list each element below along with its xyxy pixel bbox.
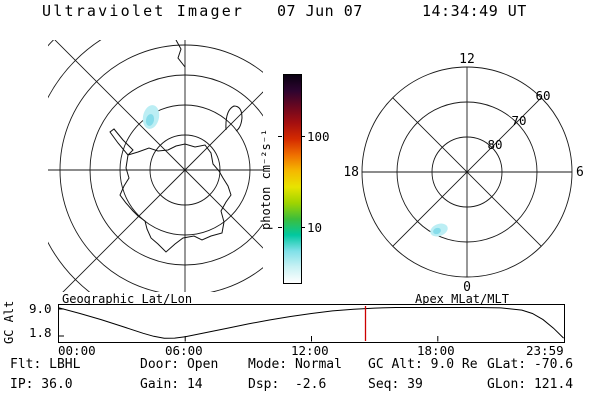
colorbar-tickmark-10 [301, 227, 305, 228]
timeline-xtick-1200: 12:00 [291, 343, 329, 358]
status-seq: Seq: 39 [368, 377, 423, 392]
aurora-patch-geo [142, 105, 160, 129]
mlt-label-6: 6 [576, 165, 584, 180]
colorbar-tickmark-10-left [278, 227, 282, 228]
time-label: 14:34:49 UT [422, 2, 527, 20]
colorbar-gradient [283, 74, 302, 284]
colorbar-tickmark-100-left [278, 136, 282, 137]
header: Ultraviolet Imager 07 Jun 07 14:34:49 UT [0, 0, 600, 24]
geo-map-caption: Geographic Lat/Lon [62, 292, 193, 306]
timeline-xtick-2359: 23:59 [526, 343, 564, 358]
mlt-label-0: 0 [463, 280, 471, 295]
mlt-label-12: 12 [459, 52, 475, 67]
timeline-xtick-1800: 18:00 [417, 343, 455, 358]
aurora-patch-apex [430, 223, 448, 237]
status-glat: GLat: -70.6 [487, 357, 574, 372]
colorbar-tick-10: 10 [307, 220, 323, 235]
timeline-ylabel: GC Alt [2, 300, 16, 344]
mlat-ring-label-70: 70 [511, 113, 526, 128]
colorbar-label: photon cm⁻²s⁻¹ [259, 128, 273, 230]
polar-plot-caption: Apex MLat/MLT [415, 292, 509, 306]
antarctica-coastline [109, 40, 243, 253]
date-label: 07 Jun 07 [277, 2, 363, 20]
timeline-plot-box [58, 304, 565, 343]
timeline-xtick-0000: 00:00 [58, 343, 96, 358]
status-dsp: Dsp: -2.6 [248, 377, 327, 392]
status-gain: Gain: 14 [140, 377, 203, 392]
geo-map-panel [48, 40, 263, 292]
status-glon: GLon: 121.4 [487, 377, 574, 392]
status-flt: Flt: LBHL [10, 357, 81, 372]
timeline-xtick-0600: 06:00 [165, 343, 203, 358]
status-ip: IP: 36.0 [10, 377, 73, 392]
mlt-label-18: 18 [345, 165, 359, 180]
timeline-ytick-bottom: 1.8 [29, 325, 52, 340]
colorbar-tickmark-100 [301, 136, 305, 137]
mlat-ring-label-80: 80 [487, 137, 502, 152]
page-title: Ultraviolet Imager [42, 2, 245, 20]
timeline-axis-ticks [59, 308, 439, 342]
polar-plot-panel: 12 18 6 0 60 70 80 [345, 52, 584, 295]
timeline-ytick-top: 9.0 [29, 301, 52, 316]
polar-grid [361, 66, 573, 278]
geo-lat-lon-grid [48, 40, 263, 292]
colorbar-tick-100: 100 [307, 129, 330, 144]
gc-alt-curve [59, 307, 564, 339]
mlat-ring-label-60: 60 [535, 88, 550, 103]
status-gc-alt: GC Alt: 9.0 Re [368, 357, 478, 372]
timeline-plot [59, 306, 564, 342]
status-door: Door: Open [140, 357, 219, 372]
status-mode: Mode: Normal [248, 357, 342, 372]
